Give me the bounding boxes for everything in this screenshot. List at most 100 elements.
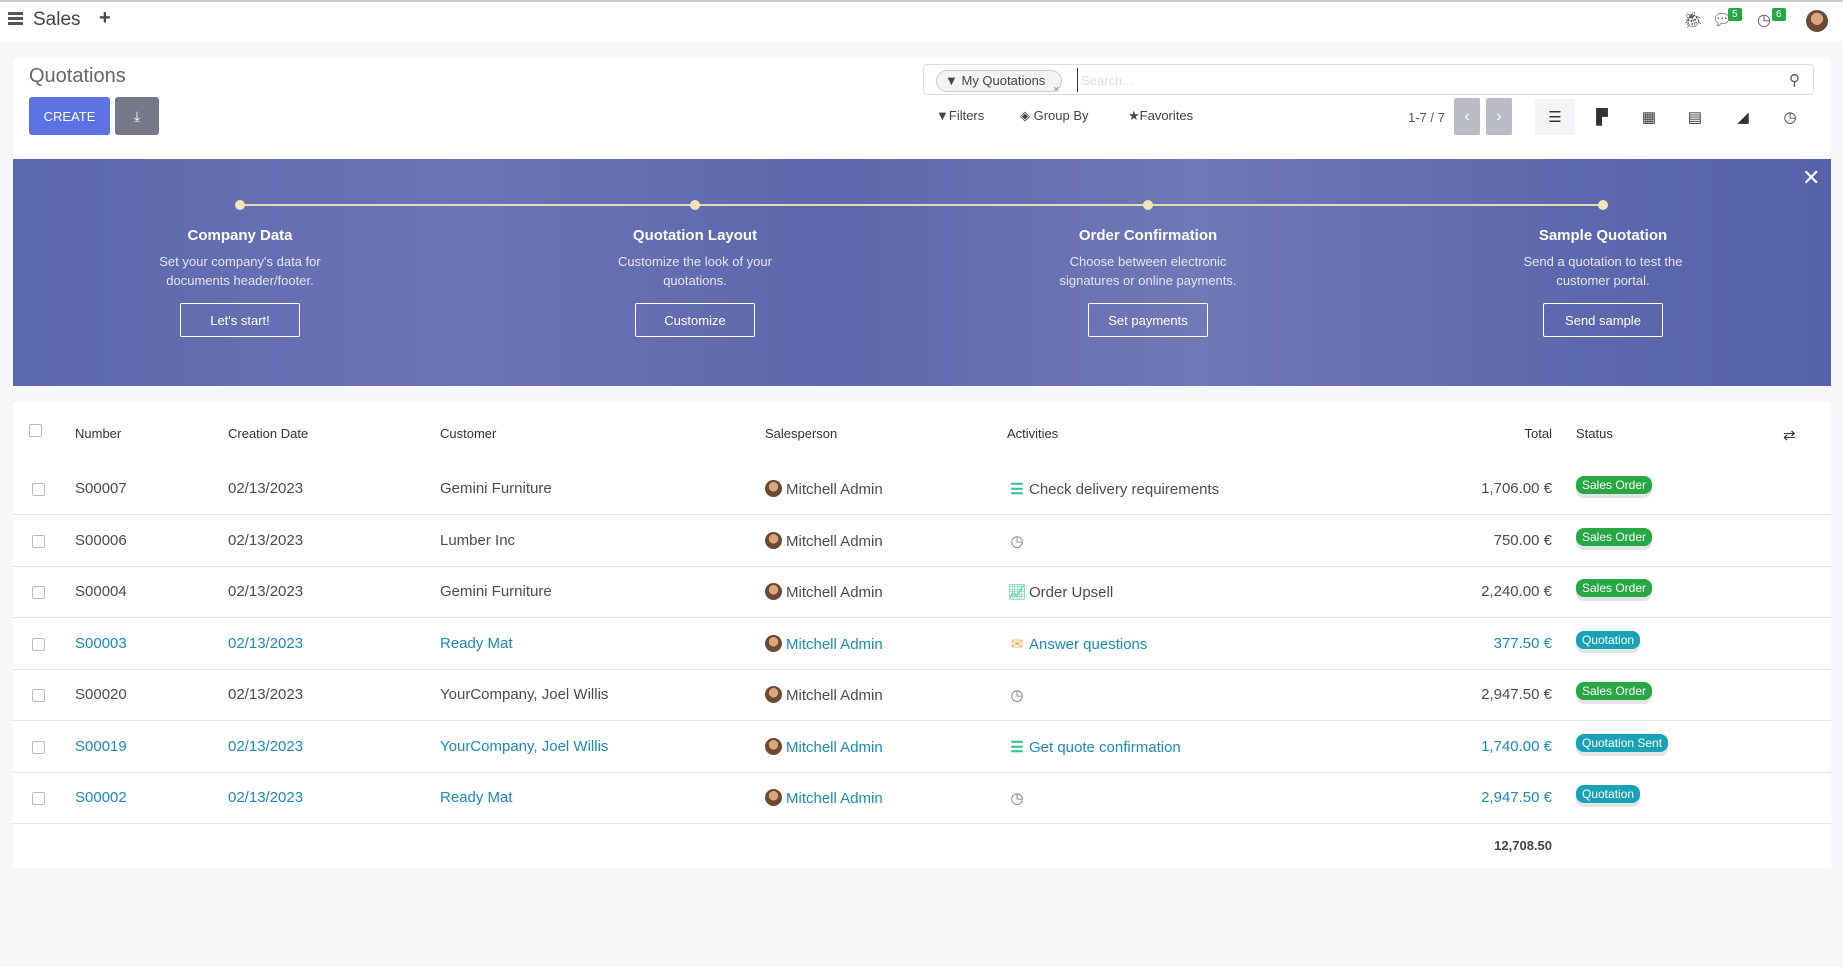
header-number[interactable]: Number	[75, 426, 122, 441]
cell-total: 2,947.50 €	[1481, 789, 1552, 806]
header-date[interactable]: Creation Date	[228, 426, 309, 441]
row-checkbox[interactable]	[32, 740, 45, 754]
filters-button[interactable]: ▼Filters	[936, 108, 985, 123]
cell-activity[interactable]: ✉ Answer questions	[1007, 635, 1148, 653]
cell-activity[interactable]: ☰ Check delivery requirements	[1007, 480, 1219, 498]
activities-count-badge: 6	[1772, 8, 1786, 21]
calendar-view-button[interactable]: ▦	[1629, 99, 1669, 135]
cell-activity[interactable]: ◷	[1007, 532, 1029, 550]
favorites-button[interactable]: ★Favorites	[1128, 108, 1194, 123]
header-status[interactable]: Status	[1576, 426, 1613, 441]
cell-customer: Ready Mat	[440, 634, 513, 652]
cell-date: 02/13/2023	[228, 480, 304, 497]
table-row[interactable]: S00002 02/13/2023 Ready Mat Mitchell Adm…	[13, 773, 1831, 824]
menu-icon[interactable]	[8, 12, 23, 25]
remove-facet-icon[interactable]: ×	[1053, 84, 1060, 96]
step-button[interactable]: Send sample	[1543, 303, 1663, 337]
search-icon[interactable]: ⚲	[1789, 72, 1800, 89]
filter-icon: ▼	[936, 108, 949, 123]
quotations-list	[13, 402, 1831, 868]
row-checkbox[interactable]	[32, 534, 45, 548]
clock-icon[interactable]: ◷	[1010, 532, 1024, 550]
bug-icon[interactable]: 🐞︎	[1683, 12, 1704, 29]
tasks-icon[interactable]: ☰	[1010, 738, 1024, 756]
search-input[interactable]	[1077, 68, 1777, 92]
status-badge: Sales Order	[1576, 476, 1653, 494]
step-button[interactable]: Customize	[635, 303, 755, 337]
row-checkbox[interactable]	[32, 637, 45, 651]
activity-view-button[interactable]: ◷	[1770, 99, 1810, 135]
progress-line	[240, 204, 1603, 206]
clock-icon[interactable]: ◷	[1010, 790, 1024, 807]
step-title: Sample Quotation	[1538, 227, 1668, 244]
cell-date: 02/13/2023	[228, 737, 304, 755]
kanban-view-button[interactable]: ▛	[1582, 99, 1622, 135]
download-button[interactable]: ⤓	[115, 97, 159, 135]
new-item-plus-icon[interactable]: +	[99, 7, 111, 29]
sum-total: 12,708.50	[1494, 838, 1552, 853]
cell-date: 02/13/2023	[228, 789, 304, 806]
salesperson-avatar	[765, 583, 782, 600]
step-title: Order Confirmation	[1078, 227, 1218, 244]
salesperson-avatar	[765, 789, 782, 806]
table-row[interactable]: S00003 02/13/2023 Ready Mat Mitchell Adm…	[13, 619, 1831, 670]
close-banner-button[interactable]: ✕	[1802, 165, 1821, 190]
header-total[interactable]: Total	[1524, 426, 1552, 441]
cell-total: 1,706.00 €	[1481, 480, 1552, 497]
step-button[interactable]: Let's start!	[180, 303, 300, 337]
table-row[interactable]: S00004 02/13/2023 Gemini Furniture Mitch…	[13, 567, 1831, 618]
chart-up-icon[interactable]: 📈︎	[1007, 584, 1027, 601]
create-button[interactable]: CREATE	[29, 97, 110, 135]
row-checkbox[interactable]	[32, 586, 45, 599]
step-title: Company Data	[187, 227, 293, 244]
step-dot	[1143, 200, 1153, 210]
table-row[interactable]: S00019 02/13/2023 YourCompany, Joel Will…	[13, 722, 1831, 773]
graph-view-button[interactable]: ◢	[1723, 99, 1763, 135]
cell-activity[interactable]: ◷	[1007, 789, 1029, 807]
cell-number: S00006	[75, 531, 127, 549]
header-activities[interactable]: Activities	[1007, 426, 1059, 441]
tasks-icon[interactable]: ☰	[1010, 481, 1024, 498]
cell-salesperson: Mitchell Admin	[765, 686, 883, 704]
table-row[interactable]: S00007 02/13/2023 Gemini Furniture Mitch…	[13, 464, 1831, 515]
pager-previous-button[interactable]: ‹	[1454, 98, 1480, 135]
app-name[interactable]: Sales	[33, 9, 81, 30]
cell-customer: Ready Mat	[440, 789, 513, 806]
cell-date: 02/13/2023	[228, 634, 304, 652]
step-description: Choose between electronic signatures or o…	[1059, 254, 1237, 288]
header-customer[interactable]: Customer	[440, 426, 497, 441]
cell-activity[interactable]: 📈︎ Order Upsell	[1007, 584, 1114, 601]
download-icon: ⤓	[133, 107, 141, 124]
envelope-icon[interactable]: ✉	[1010, 635, 1024, 653]
cell-activity[interactable]: ☰ Get quote confirmation	[1007, 738, 1181, 756]
step-description: Send a quotation to test the customer por…	[1523, 254, 1683, 288]
clock-icon[interactable]: ◷	[1757, 12, 1771, 29]
status-badge: Quotation	[1576, 785, 1641, 803]
group-by-button[interactable]: ◈ Group By	[1020, 108, 1089, 123]
table-row[interactable]: S00006 02/13/2023 Lumber Inc Mitchell Ad…	[13, 516, 1831, 567]
select-all-checkbox[interactable]	[29, 424, 42, 437]
chat-icon[interactable]: 💬︎	[1712, 12, 1733, 29]
header-salesperson[interactable]: Salesperson	[765, 426, 838, 441]
clock-icon[interactable]: ◷	[1010, 687, 1024, 704]
search-facet[interactable]: ▼ My Quotations	[936, 70, 1063, 92]
pager-next-button[interactable]: ›	[1486, 98, 1512, 135]
cell-number: S00003	[75, 634, 127, 652]
step-button[interactable]: Set payments	[1088, 303, 1208, 337]
salesperson-avatar	[765, 686, 782, 703]
user-avatar[interactable]	[1806, 10, 1828, 32]
pivot-view-button[interactable]: ▤	[1675, 99, 1715, 135]
table-row[interactable]: S00020 02/13/2023 YourCompany, Joel Will…	[13, 670, 1831, 721]
cell-activity[interactable]: ◷	[1007, 686, 1029, 704]
onboarding-banner	[13, 159, 1831, 386]
row-checkbox[interactable]	[32, 792, 45, 805]
layers-icon: ◈	[1020, 108, 1034, 123]
cell-number: S00020	[75, 686, 127, 703]
row-checkbox[interactable]	[32, 483, 45, 496]
status-badge: Quotation Sent	[1576, 733, 1669, 752]
cell-customer: YourCompany, Joel Willis	[440, 737, 609, 755]
row-checkbox[interactable]	[32, 689, 45, 702]
list-view-button[interactable]: ☰	[1535, 99, 1575, 135]
status-badge: Sales Order	[1576, 527, 1653, 546]
optional-columns-icon[interactable]: ⇄	[1783, 427, 1796, 444]
